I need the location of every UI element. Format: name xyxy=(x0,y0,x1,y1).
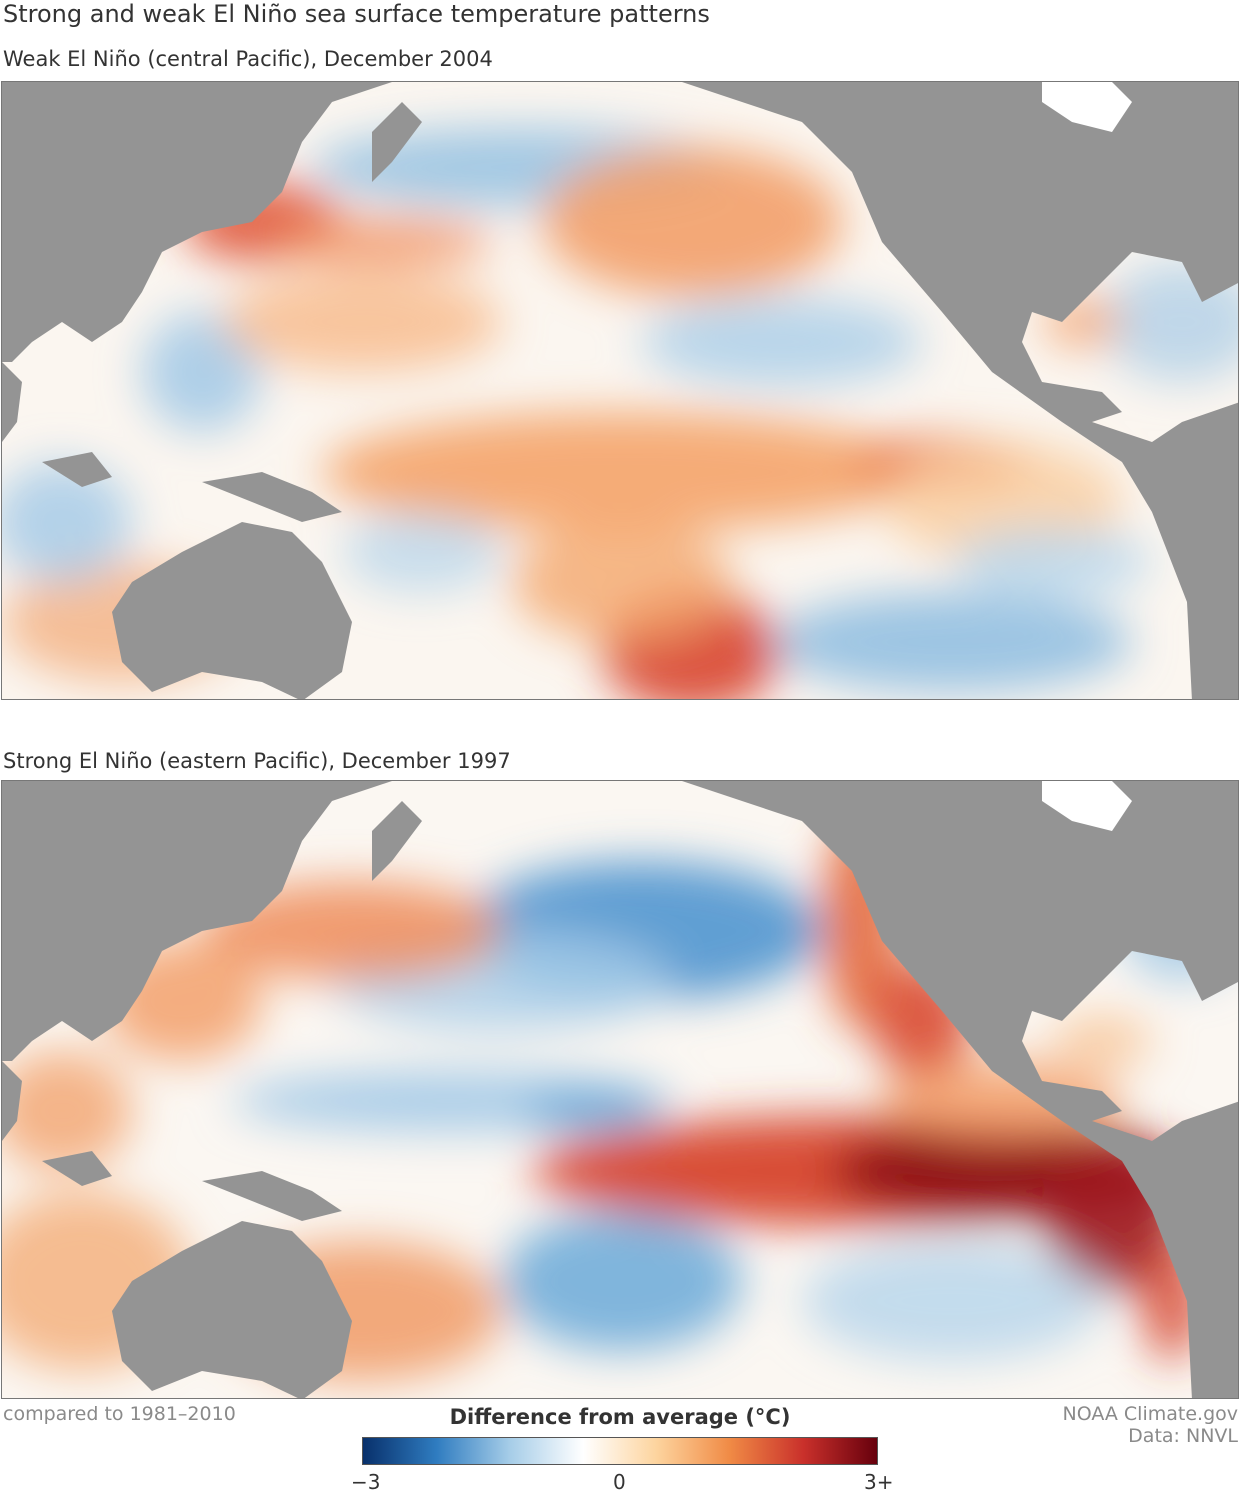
map-weak-el-nino xyxy=(2,82,1238,699)
asia-landmass xyxy=(2,82,392,362)
new-guinea xyxy=(202,1171,342,1221)
americas-landmass xyxy=(682,82,1238,699)
borneo xyxy=(42,452,112,487)
legend-max-label: 3+ xyxy=(864,1470,894,1494)
map-panel-strong-el-nino xyxy=(1,780,1239,1399)
baseline-note: compared to 1981–2010 xyxy=(3,1403,236,1425)
map-panel-weak-el-nino xyxy=(1,81,1239,700)
credit-source: NOAA Climate.gov xyxy=(1062,1403,1238,1425)
australia xyxy=(112,522,352,699)
greenland-ice xyxy=(1042,82,1132,132)
borneo xyxy=(42,1151,112,1186)
legend-mid-label: 0 xyxy=(613,1470,626,1494)
color-scale-bar xyxy=(362,1437,878,1465)
sst-anomaly-field-1997 xyxy=(2,811,1238,1381)
indochina xyxy=(2,1061,22,1141)
map-strong-el-nino xyxy=(2,781,1238,1398)
panel-1-subtitle: Weak El Niño (central Pacific), December… xyxy=(3,47,493,71)
australia xyxy=(112,1221,352,1398)
greenland-ice xyxy=(1042,781,1132,831)
credit-data: Data: NNVL xyxy=(1128,1425,1238,1447)
kamchatka xyxy=(372,102,422,182)
land-masses xyxy=(2,82,1238,699)
new-guinea xyxy=(202,472,342,522)
kamchatka xyxy=(372,801,422,881)
legend-title: Difference from average (°C) xyxy=(449,1405,791,1429)
map-title: Strong and weak El Niño sea surface temp… xyxy=(3,0,710,28)
americas-landmass xyxy=(682,781,1238,1398)
panel-2-subtitle: Strong El Niño (eastern Pacific), Decemb… xyxy=(3,749,511,773)
legend-min-label: −3 xyxy=(351,1470,381,1494)
asia-landmass xyxy=(2,781,392,1061)
indochina xyxy=(2,362,22,442)
credits: NOAA Climate.gov Data: NNVL xyxy=(1063,1403,1238,1447)
sst-anomaly-field-2004 xyxy=(2,127,1238,699)
land-masses xyxy=(2,781,1238,1398)
